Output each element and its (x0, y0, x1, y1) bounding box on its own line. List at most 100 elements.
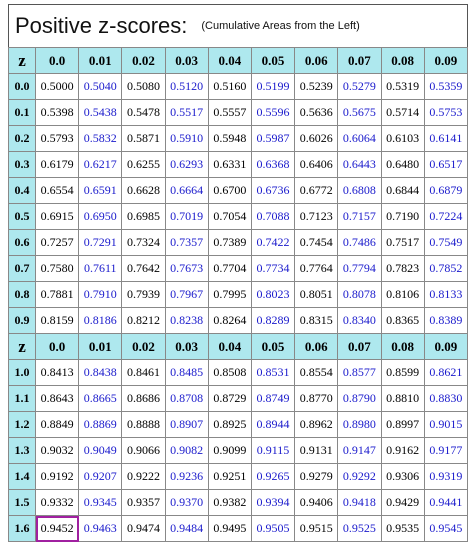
table-row: 0.7 0.7580 0.7611 0.7642 0.7673 0.7704 0.7734 0… (8, 255, 469, 282)
probability-cell: 0.8289 (250, 307, 296, 334)
z-value-cell: 0.3 (8, 151, 36, 178)
z-value-cell: 1.0 (8, 359, 36, 386)
z-value-cell: 0.4 (8, 177, 36, 204)
probability-cell: 0.7324 (121, 229, 166, 256)
column-header: 0.01 (78, 47, 123, 74)
probability-cell: 0.8997 (380, 411, 425, 438)
probability-cell: 0.9177 (423, 437, 469, 464)
probability-cell: 0.8023 (250, 281, 296, 308)
probability-cell: 0.8621 (423, 359, 469, 386)
column-header: 0.01 (78, 333, 123, 360)
probability-cell: 0.9251 (207, 463, 252, 490)
probability-cell: 0.9222 (121, 463, 166, 490)
probability-cell: 0.7673 (164, 255, 209, 282)
table-row: 0.9 0.8159 0.8186 0.8212 0.8238 0.8264 0.8289 0… (8, 307, 469, 334)
probability-cell: 0.8461 (121, 359, 166, 386)
probability-cell: 0.8810 (380, 385, 425, 412)
probability-cell: 0.9319 (423, 463, 469, 490)
probability-cell: 0.6179 (34, 151, 80, 178)
table-row: 0.5 0.6915 0.6950 0.6985 0.7019 0.7054 0.7088 0… (8, 203, 469, 230)
probability-cell: 0.6879 (423, 177, 469, 204)
probability-cell: 0.5279 (337, 73, 382, 100)
probability-cell: 0.6103 (380, 125, 425, 152)
probability-cell: 0.5517 (164, 99, 209, 126)
table-row: 0.2 0.5793 0.5832 0.5871 0.5910 0.5948 0.5987 0… (8, 125, 469, 152)
probability-cell: 0.8078 (337, 281, 382, 308)
z-value-cell: 0.2 (8, 125, 36, 152)
probability-cell: 0.8508 (207, 359, 252, 386)
probability-cell: 0.7939 (121, 281, 166, 308)
probability-cell: 0.5000 (34, 73, 80, 100)
probability-cell: 0.9394 (250, 489, 296, 516)
probability-cell: 0.8749 (250, 385, 296, 412)
probability-cell: 0.7995 (207, 281, 252, 308)
probability-cell: 0.6480 (380, 151, 425, 178)
probability-cell: 0.9236 (164, 463, 209, 490)
probability-cell: 0.5438 (78, 99, 123, 126)
column-header: 0.0 (34, 333, 80, 360)
column-header: 0.09 (423, 333, 469, 360)
probability-cell: 0.9192 (34, 463, 80, 490)
probability-cell: 0.9495 (207, 515, 252, 542)
probability-cell: 0.6591 (78, 177, 123, 204)
probability-cell: 0.8849 (34, 411, 80, 438)
probability-cell: 0.8315 (294, 307, 339, 334)
probability-cell: 0.9207 (78, 463, 123, 490)
probability-cell: 0.6772 (294, 177, 339, 204)
probability-cell: 0.6808 (337, 177, 382, 204)
column-header: 0.04 (207, 333, 252, 360)
probability-cell: 0.7054 (207, 203, 252, 230)
probability-cell: 0.9357 (121, 489, 166, 516)
probability-cell: 0.5120 (164, 73, 209, 100)
z-value-cell: 0.1 (8, 99, 36, 126)
probability-cell: 0.9505 (250, 515, 296, 542)
probability-cell: 0.8770 (294, 385, 339, 412)
probability-cell: 0.9162 (380, 437, 425, 464)
z-value-cell: 0.0 (8, 73, 36, 100)
probability-cell: 0.8830 (423, 385, 469, 412)
probability-cell: 0.7157 (337, 203, 382, 230)
probability-cell: 0.8790 (337, 385, 382, 412)
probability-cell: 0.5948 (207, 125, 252, 152)
probability-cell: 0.9279 (294, 463, 339, 490)
column-header: 0.06 (294, 47, 339, 74)
probability-cell: 0.5910 (164, 125, 209, 152)
probability-cell: 0.7422 (250, 229, 296, 256)
probability-cell: 0.8944 (250, 411, 296, 438)
highlighted-probability-cell: 0.9452 (34, 515, 80, 542)
probability-cell: 0.8643 (34, 385, 80, 412)
probability-cell: 0.8238 (164, 307, 209, 334)
probability-cell: 0.7642 (121, 255, 166, 282)
probability-cell: 0.9345 (78, 489, 123, 516)
probability-cell: 0.6026 (294, 125, 339, 152)
probability-cell: 0.7881 (34, 281, 80, 308)
table-row: 0.1 0.5398 0.5438 0.5478 0.5517 0.5557 0.5596 0… (8, 99, 469, 126)
probability-cell: 0.8980 (337, 411, 382, 438)
column-header: 0.07 (337, 333, 382, 360)
probability-cell: 0.6985 (121, 203, 166, 230)
probability-cell: 0.6406 (294, 151, 339, 178)
probability-cell: 0.7549 (423, 229, 469, 256)
probability-cell: 0.8106 (380, 281, 425, 308)
probability-cell: 0.8365 (380, 307, 425, 334)
probability-cell: 0.9082 (164, 437, 209, 464)
column-header: 0.02 (121, 333, 166, 360)
z-value-cell: 0.7 (8, 255, 36, 282)
z-value-cell: 1.6 (8, 515, 36, 542)
z-value-cell: 1.1 (8, 385, 36, 412)
probability-cell: 0.9429 (380, 489, 425, 516)
probability-cell: 0.8186 (78, 307, 123, 334)
probability-cell: 0.8051 (294, 281, 339, 308)
table-row: 1.6 0.9452 0.9463 0.9474 0.9484 0.9495 0.9505 0… (8, 515, 469, 542)
probability-cell: 0.8531 (250, 359, 296, 386)
probability-cell: 0.7794 (337, 255, 382, 282)
probability-cell: 0.8907 (164, 411, 209, 438)
z-table-panel: Positive z-scores: (Cumulative Areas fro… (8, 4, 469, 542)
probability-cell: 0.7704 (207, 255, 252, 282)
column-header-row: z 0.0 0.01 0.02 0.03 0.04 0.05 0.06 0.07 0.08 0.09 (8, 47, 469, 74)
probability-cell: 0.9032 (34, 437, 80, 464)
table-row: 1.0 0.8413 0.8438 0.8461 0.8485 0.8508 0.8531 0… (8, 359, 469, 386)
probability-cell: 0.6368 (250, 151, 296, 178)
probability-cell: 0.8389 (423, 307, 469, 334)
probability-cell: 0.9525 (337, 515, 382, 542)
